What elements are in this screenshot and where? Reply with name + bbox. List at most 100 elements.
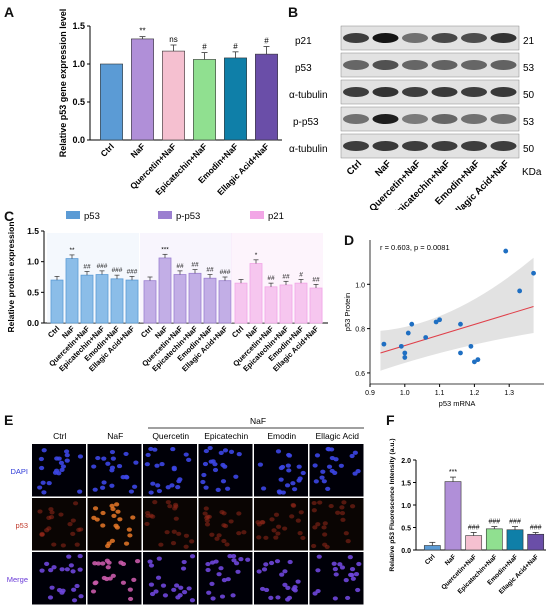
- legend-label: p-p53: [176, 211, 200, 222]
- bar: [143, 280, 157, 324]
- data-point: [437, 317, 442, 323]
- blot-band: [461, 87, 487, 97]
- nucleus: [134, 559, 141, 564]
- nucleus: [46, 481, 52, 486]
- nucleus: [63, 449, 70, 454]
- data-point: [398, 343, 404, 349]
- blot-band: [490, 87, 517, 97]
- data-point: [503, 248, 509, 254]
- bar: [95, 274, 109, 324]
- nucleus: [91, 515, 97, 520]
- data-point: [405, 330, 411, 336]
- nucleus: [109, 449, 116, 455]
- nucleus: [216, 572, 222, 577]
- nucleus: [228, 519, 234, 524]
- y-tick-label: 1.5: [27, 226, 39, 236]
- y-tick-label: 0.5: [27, 287, 39, 297]
- nucleus: [100, 523, 106, 528]
- data-point: [423, 335, 429, 340]
- nucleus: [241, 530, 247, 535]
- nucleus: [60, 543, 66, 548]
- nucleus: [331, 561, 337, 566]
- nucleus: [91, 464, 97, 469]
- nucleus: [220, 479, 227, 484]
- nucleus: [298, 510, 304, 515]
- significance-label: ##: [267, 275, 275, 282]
- nucleus: [273, 535, 279, 540]
- x-tick-label: 1.2: [470, 390, 480, 397]
- y-axis-label: Relative p53 gene expression level: [58, 9, 68, 158]
- nucleus: [48, 507, 54, 512]
- nucleus: [107, 576, 113, 581]
- nucleus: [322, 521, 328, 526]
- nucleus: [183, 544, 189, 549]
- nucleus: [159, 461, 165, 467]
- nucleus: [78, 594, 84, 599]
- nucleus: [170, 446, 176, 452]
- nucleus: [212, 462, 218, 467]
- nucleus: [341, 500, 347, 505]
- nucleus: [41, 448, 47, 453]
- blot-band: [431, 33, 458, 43]
- blot-band: [372, 114, 399, 124]
- blot-band: [343, 114, 369, 124]
- nucleus: [77, 567, 83, 572]
- nucleus: [220, 462, 226, 468]
- nucleus: [186, 457, 192, 463]
- nucleus: [324, 544, 330, 550]
- nucleus: [162, 593, 169, 598]
- nucleus: [189, 539, 195, 544]
- nucleus: [203, 485, 209, 490]
- nucleus: [183, 533, 190, 538]
- y-tick-label: 0.5: [401, 526, 411, 533]
- nucleus: [74, 542, 80, 547]
- significance-label: ##: [176, 263, 184, 270]
- nucleus: [171, 529, 177, 534]
- x-tick-label: 1.0: [400, 390, 410, 397]
- nucleus: [317, 500, 323, 505]
- nucleus: [325, 486, 331, 491]
- nucleus: [352, 471, 358, 476]
- blot-band: [372, 60, 399, 70]
- nucleus: [148, 563, 155, 568]
- nucleus: [176, 531, 182, 536]
- nucleus: [282, 569, 288, 574]
- nucleus: [321, 479, 327, 484]
- panel-c-grouped-bar-chart: 0.0 0.5 1.0 1.5 Relative protein expression p…: [6, 211, 328, 373]
- nucleus: [349, 572, 355, 578]
- significance-label: ##: [83, 263, 91, 270]
- data-point: [433, 319, 439, 325]
- nucleus: [144, 521, 150, 527]
- nucleus: [109, 538, 116, 543]
- nucleus: [219, 594, 226, 599]
- nucleus: [173, 516, 179, 521]
- blot-band: [490, 114, 517, 124]
- blot-strip: [340, 52, 520, 78]
- nucleus: [292, 487, 298, 492]
- confidence-band: [380, 257, 534, 371]
- nucleus: [205, 567, 211, 573]
- nucleus: [170, 541, 177, 546]
- blot-band: [402, 87, 428, 97]
- bar: [50, 279, 64, 324]
- bar: [203, 277, 217, 324]
- nucleus: [123, 474, 129, 479]
- nucleus: [214, 536, 220, 541]
- nucleus: [51, 565, 57, 570]
- nucleus: [148, 582, 155, 587]
- nucleus: [105, 565, 111, 570]
- blot-band: [461, 33, 487, 43]
- nucleus: [269, 517, 275, 522]
- nucleus: [222, 448, 229, 453]
- blot-strip: [340, 25, 520, 51]
- significance-label: **: [139, 27, 145, 36]
- nucleus: [218, 450, 224, 456]
- nucleus: [68, 563, 74, 568]
- nucleus: [153, 589, 159, 594]
- nucleus: [110, 456, 116, 461]
- nucleus: [189, 598, 196, 603]
- nucleus: [181, 559, 187, 565]
- bar-0: [423, 545, 441, 551]
- bar: [294, 282, 308, 324]
- wb-kda-50b: 50: [523, 144, 535, 155]
